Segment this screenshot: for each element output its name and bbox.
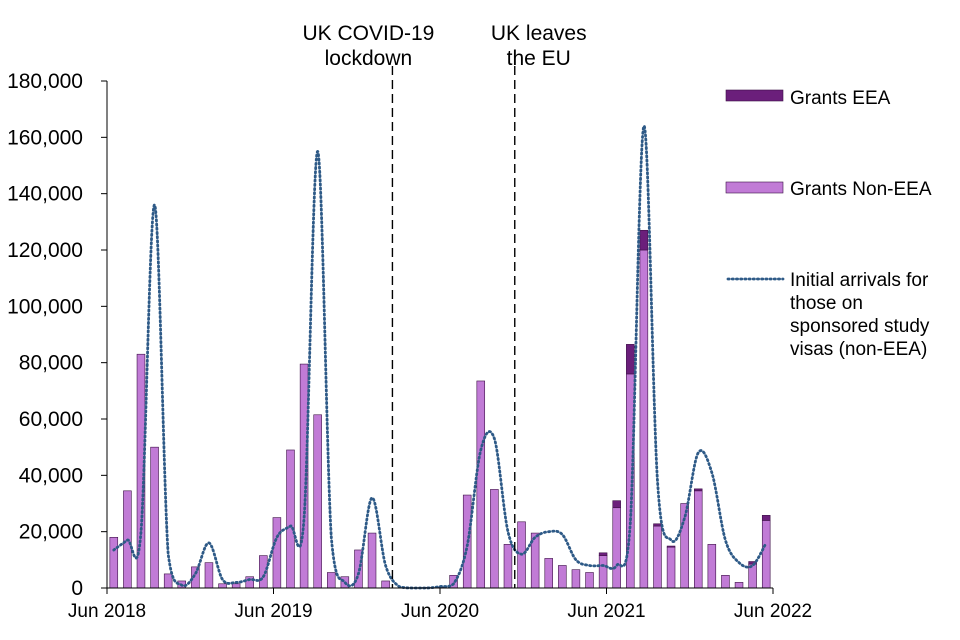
annotation-label: lockdown bbox=[325, 47, 413, 70]
bar-grants-non-eea bbox=[680, 503, 689, 589]
legend-label-line: sponsored study bbox=[790, 316, 930, 337]
y-tick-label: 0 bbox=[71, 577, 83, 600]
bar-grants-non-eea bbox=[558, 565, 567, 589]
bar-grants-non-eea bbox=[748, 563, 757, 589]
bar-grants-non-eea bbox=[367, 532, 377, 589]
legend-label-line: Initial arrivals for bbox=[790, 270, 929, 291]
y-tick-label: 140,000 bbox=[7, 183, 83, 206]
bar-grants-eea bbox=[761, 515, 771, 521]
bar-grants-eea bbox=[626, 344, 635, 375]
axes-layer: 0 20,000 40,000 60,000 80,000 100,000 120,000 1… bbox=[7, 70, 812, 622]
bar-grants-non-eea bbox=[503, 544, 513, 589]
bar-grants-non-eea bbox=[231, 583, 241, 589]
legend: Grants EEA Grants Non-EEA Initial arrivals… bbox=[725, 88, 932, 360]
bar-grants-non-eea bbox=[598, 555, 608, 589]
bar-grants-non-eea bbox=[109, 536, 119, 589]
annotation-label: the EU bbox=[507, 47, 571, 70]
y-tick-label: 120,000 bbox=[7, 239, 83, 262]
bar-grants-eea bbox=[694, 488, 703, 492]
bar-grants-non-eea bbox=[150, 446, 159, 589]
bar-grants-non-eea bbox=[327, 572, 336, 589]
bar-grants-eea bbox=[666, 545, 676, 548]
bar-grants-eea bbox=[612, 500, 621, 509]
bar-grants-non-eea bbox=[218, 583, 227, 589]
bars-layer bbox=[109, 229, 771, 589]
legend-label-initial-arrivals: Initial arrivals for those on sponsored st… bbox=[790, 270, 930, 360]
bar-grants-non-eea bbox=[734, 582, 744, 589]
bar-grants-eea bbox=[598, 552, 608, 556]
bar-grants-non-eea bbox=[694, 490, 703, 589]
y-tick-label: 180,000 bbox=[7, 70, 83, 93]
x-tick-label: Jun 2018 bbox=[68, 601, 146, 622]
x-tick-label: Jun 2020 bbox=[401, 601, 479, 622]
legend-swatch-grants-non-eea bbox=[725, 181, 784, 194]
arrivals-line-layer bbox=[112, 124, 768, 590]
legend-label-grants-non-eea: Grants Non-EEA bbox=[790, 179, 932, 200]
series-line-initial-arrivals bbox=[112, 124, 768, 590]
bar-grants-non-eea bbox=[585, 572, 594, 589]
y-tick-label: 80,000 bbox=[19, 352, 83, 375]
y-tick-label: 60,000 bbox=[19, 408, 83, 431]
bar-grants-non-eea bbox=[761, 520, 771, 589]
y-tick-label: 100,000 bbox=[7, 295, 83, 318]
x-tick-label: Jun 2021 bbox=[567, 601, 645, 622]
bar-grants-non-eea bbox=[612, 507, 621, 589]
legend-swatch-grants-eea bbox=[725, 89, 784, 102]
legend-label-line: visas (non-EEA) bbox=[790, 339, 927, 360]
bar-grants-non-eea bbox=[639, 249, 649, 589]
bar-grants-non-eea bbox=[490, 489, 499, 589]
bar-grants-eea bbox=[653, 523, 662, 527]
bar-grants-non-eea bbox=[721, 575, 730, 589]
x-tick-label: Jun 2022 bbox=[734, 601, 812, 622]
bar-grants-non-eea bbox=[666, 546, 676, 589]
bar-grants-eea bbox=[639, 229, 649, 251]
y-tick-label: 160,000 bbox=[7, 126, 83, 149]
x-tick-label: Jun 2019 bbox=[234, 601, 312, 622]
bar-grants-non-eea bbox=[163, 573, 173, 589]
bar-grants-non-eea bbox=[313, 414, 322, 589]
legend-label-line: those on bbox=[790, 293, 863, 314]
bar-grants-non-eea bbox=[544, 558, 553, 589]
bar-grants-non-eea bbox=[571, 569, 581, 589]
bar-grants-non-eea bbox=[204, 562, 214, 589]
y-tick-label: 20,000 bbox=[19, 521, 83, 544]
bar-grants-non-eea bbox=[653, 525, 662, 589]
annotation-label: UK COVID-19 bbox=[302, 22, 434, 45]
bar-grants-non-eea bbox=[476, 380, 486, 589]
annotation-label: UK leaves bbox=[491, 22, 587, 45]
legend-label-grants-eea: Grants EEA bbox=[790, 88, 891, 109]
bar-grants-non-eea bbox=[286, 449, 295, 589]
y-tick-label: 40,000 bbox=[19, 464, 83, 487]
bar-grants-non-eea bbox=[272, 517, 282, 589]
bar-grants-non-eea bbox=[381, 580, 390, 589]
bar-grants-non-eea bbox=[707, 544, 717, 589]
